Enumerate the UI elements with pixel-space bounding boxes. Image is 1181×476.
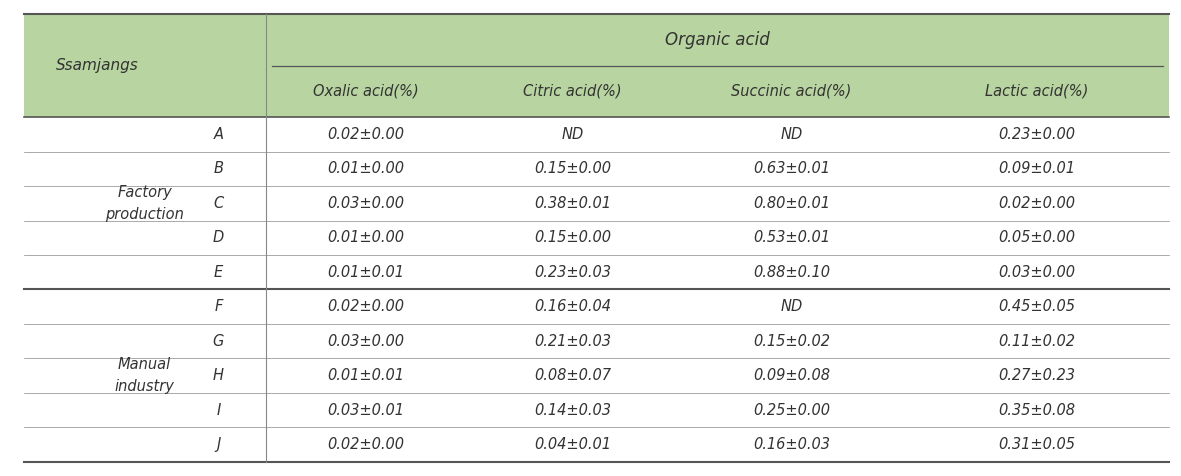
Text: I: I: [216, 403, 221, 417]
Text: 0.05±0.00: 0.05±0.00: [998, 230, 1075, 245]
Text: 0.16±0.04: 0.16±0.04: [534, 299, 612, 314]
Text: 0.01±0.01: 0.01±0.01: [327, 265, 405, 280]
Text: 0.09±0.01: 0.09±0.01: [998, 161, 1075, 177]
Text: 0.27±0.23: 0.27±0.23: [998, 368, 1075, 383]
Text: G: G: [213, 334, 224, 348]
Text: 0.02±0.00: 0.02±0.00: [998, 196, 1075, 211]
Text: J: J: [216, 437, 221, 452]
Text: 0.02±0.00: 0.02±0.00: [327, 299, 405, 314]
Text: 0.23±0.03: 0.23±0.03: [534, 265, 612, 280]
Text: 0.09±0.08: 0.09±0.08: [752, 368, 830, 383]
Text: Citric acid(%): Citric acid(%): [523, 84, 622, 99]
Text: 0.11±0.02: 0.11±0.02: [998, 334, 1075, 348]
Text: 0.03±0.01: 0.03±0.01: [327, 403, 405, 417]
Text: 0.15±0.00: 0.15±0.00: [534, 161, 612, 177]
Text: Factory
production: Factory production: [105, 185, 184, 222]
Text: Organic acid: Organic acid: [665, 31, 770, 49]
Text: 0.63±0.01: 0.63±0.01: [752, 161, 830, 177]
Text: E: E: [214, 265, 223, 280]
Text: Lactic acid(%): Lactic acid(%): [985, 84, 1088, 99]
Text: C: C: [214, 196, 223, 211]
Text: 0.01±0.00: 0.01±0.00: [327, 230, 405, 245]
Text: 0.04±0.01: 0.04±0.01: [534, 437, 612, 452]
Text: ND: ND: [781, 299, 802, 314]
Bar: [24, 14, 1169, 117]
Text: 0.01±0.01: 0.01±0.01: [327, 368, 405, 383]
Text: 0.38±0.01: 0.38±0.01: [534, 196, 612, 211]
Text: ND: ND: [781, 127, 802, 142]
Text: 0.23±0.00: 0.23±0.00: [998, 127, 1075, 142]
Text: ND: ND: [562, 127, 583, 142]
Text: Ssamjangs: Ssamjangs: [56, 58, 139, 73]
Text: 0.88±0.10: 0.88±0.10: [752, 265, 830, 280]
Text: Succinic acid(%): Succinic acid(%): [731, 84, 852, 99]
Text: Oxalic acid(%): Oxalic acid(%): [313, 84, 419, 99]
Text: 0.35±0.08: 0.35±0.08: [998, 403, 1075, 417]
Text: 0.21±0.03: 0.21±0.03: [534, 334, 612, 348]
Text: 0.14±0.03: 0.14±0.03: [534, 403, 612, 417]
Text: 0.25±0.00: 0.25±0.00: [752, 403, 830, 417]
Text: 0.03±0.00: 0.03±0.00: [327, 334, 405, 348]
Text: B: B: [214, 161, 223, 177]
Text: 0.16±0.03: 0.16±0.03: [752, 437, 830, 452]
Text: 0.08±0.07: 0.08±0.07: [534, 368, 612, 383]
Text: D: D: [213, 230, 224, 245]
Text: 0.03±0.00: 0.03±0.00: [998, 265, 1075, 280]
Text: F: F: [214, 299, 223, 314]
Text: A: A: [214, 127, 223, 142]
Text: H: H: [213, 368, 224, 383]
Text: 0.80±0.01: 0.80±0.01: [752, 196, 830, 211]
Text: 0.02±0.00: 0.02±0.00: [327, 437, 405, 452]
Text: 0.15±0.02: 0.15±0.02: [752, 334, 830, 348]
Text: 0.31±0.05: 0.31±0.05: [998, 437, 1075, 452]
Text: 0.15±0.00: 0.15±0.00: [534, 230, 612, 245]
Text: Manual
industry: Manual industry: [115, 357, 175, 394]
Text: 0.03±0.00: 0.03±0.00: [327, 196, 405, 211]
Text: 0.45±0.05: 0.45±0.05: [998, 299, 1075, 314]
Text: 0.53±0.01: 0.53±0.01: [752, 230, 830, 245]
Text: 0.02±0.00: 0.02±0.00: [327, 127, 405, 142]
Text: 0.01±0.00: 0.01±0.00: [327, 161, 405, 177]
